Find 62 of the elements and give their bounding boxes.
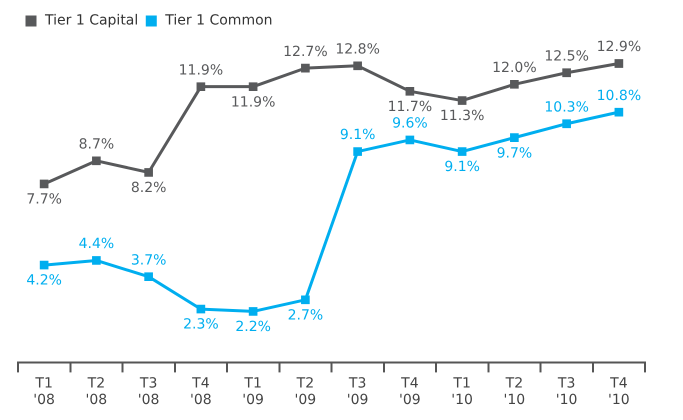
- x-tick-label: T3 '08: [138, 375, 160, 408]
- point: [562, 68, 571, 78]
- x-tick-label: T2 '08: [86, 375, 108, 408]
- legend-label: Tier 1 Capital: [44, 12, 138, 29]
- point: [40, 260, 48, 270]
- point: [353, 61, 362, 70]
- point: [92, 256, 101, 265]
- x-tick-label: T1 '08: [33, 375, 55, 408]
- point: [92, 156, 101, 166]
- legend-label: Tier 1 Common: [164, 12, 273, 29]
- data-label: 2.7%: [288, 307, 324, 324]
- data-label: 12.9%: [596, 39, 642, 56]
- x-tick-label: T2 '10: [504, 375, 526, 408]
- point: [458, 147, 466, 156]
- point: [248, 307, 258, 316]
- point: [353, 147, 362, 156]
- x-tick-label: T2 '09: [294, 375, 316, 408]
- data-label: 4.4%: [78, 236, 114, 252]
- x-tick-label: T3 '09: [346, 375, 368, 408]
- data-label: 11.9%: [178, 62, 224, 78]
- point: [196, 82, 206, 91]
- data-label: 12.8%: [335, 41, 380, 58]
- point: [614, 108, 624, 116]
- point: [40, 180, 48, 188]
- point: [301, 296, 310, 304]
- point: [144, 168, 153, 177]
- data-label: 12.7%: [283, 44, 328, 60]
- x-tick-label: T1 '09: [242, 375, 264, 408]
- point: [614, 59, 624, 68]
- data-label: 4.2%: [26, 272, 62, 289]
- data-label: 10.3%: [544, 99, 589, 116]
- data-label: 9.6%: [392, 116, 428, 132]
- x-tick-label: T4 '09: [399, 375, 421, 408]
- point: [248, 82, 258, 91]
- x-tick-label: T1 '10: [451, 375, 473, 408]
- x-tick-label: T4 '10: [608, 375, 630, 408]
- x-tick-label: T4 '08: [190, 375, 212, 408]
- data-label: 2.2%: [235, 319, 271, 336]
- point: [458, 96, 466, 105]
- point: [301, 64, 310, 72]
- point: [510, 133, 519, 142]
- data-label: 2.3%: [183, 316, 219, 333]
- data-label: 8.7%: [78, 136, 114, 152]
- data-label: 12.5%: [544, 48, 589, 64]
- data-label: 11.9%: [230, 94, 276, 110]
- point: [510, 80, 519, 89]
- point: [406, 136, 414, 144]
- data-label: 11.7%: [388, 98, 432, 115]
- data-label: 7.7%: [26, 192, 62, 208]
- point: [144, 272, 153, 281]
- data-label: 12.0%: [492, 60, 537, 76]
- data-label: 3.7%: [130, 252, 166, 268]
- data-label: 10.8%: [596, 88, 642, 104]
- point: [406, 86, 414, 96]
- data-label: 11.3%: [440, 108, 484, 124]
- x-tick-label: T3 '10: [556, 375, 578, 408]
- data-label: 8.2%: [130, 180, 166, 196]
- data-label: 9.1%: [340, 127, 376, 144]
- point: [562, 119, 571, 128]
- data-label: 9.1%: [444, 159, 480, 176]
- data-label: 9.7%: [496, 145, 532, 162]
- point: [196, 304, 206, 314]
